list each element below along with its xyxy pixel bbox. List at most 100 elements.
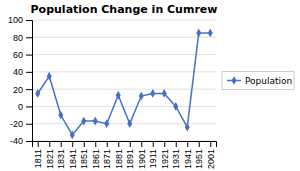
marker [185, 123, 190, 132]
x-tick: 1891 [125, 141, 135, 169]
x-tick-mark [95, 141, 96, 147]
marker [47, 72, 52, 81]
x-tick: 1871 [102, 141, 112, 169]
x-tick: 1921 [160, 141, 170, 169]
legend-label: Population [245, 76, 292, 86]
marker [58, 111, 63, 120]
x-tick: 1911 [148, 141, 158, 168]
x-tick-label: 1951 [194, 149, 204, 169]
chart: Population Change in Cumrew -40 -20 0 20 40 60… [0, 0, 300, 171]
y-axis-line [26, 21, 33, 142]
y-tick-mark [26, 37, 32, 38]
legend-frame [222, 72, 294, 90]
grid-line [32, 106, 216, 107]
x-tick-label: 1851 [79, 149, 89, 169]
x-axis-line [33, 142, 217, 148]
x-tick: 1951 [194, 141, 204, 169]
x-tick-label: 1891 [125, 149, 135, 169]
x-tick-mark [187, 141, 188, 147]
x-tick-mark [153, 141, 154, 147]
grid [32, 20, 216, 141]
x-axis: 1811182118311841185118611871188118911901… [33, 141, 217, 169]
y-tick: 0 [18, 102, 32, 112]
x-tick-mark [72, 141, 73, 147]
y-tick-label: 0 [18, 102, 23, 112]
x-tick: 1841 [68, 141, 78, 169]
line [38, 33, 211, 135]
title: Population Change in Cumrew [31, 3, 218, 16]
x-tick: 1821 [45, 141, 55, 169]
marker [208, 29, 213, 38]
x-tick-mark [49, 141, 50, 147]
marker [196, 29, 201, 38]
x-tick: 2001 [206, 141, 216, 169]
marker [127, 119, 132, 128]
x-tick-label: 2001 [206, 149, 216, 169]
x-tick: 1861 [91, 141, 101, 169]
y-tick: 80 [13, 33, 32, 43]
y-tick-label: 40 [13, 67, 23, 77]
marker [81, 117, 86, 126]
marker [150, 89, 155, 98]
y-tick-label: 20 [13, 85, 23, 95]
marker [93, 117, 98, 126]
y-tick: 60 [13, 50, 32, 60]
marker [104, 119, 109, 128]
x-tick-mark [210, 141, 211, 147]
legend: Population [222, 72, 294, 90]
y-tick: 100 [8, 15, 32, 25]
legend-marker [231, 76, 236, 85]
x-tick-label: 1941 [183, 149, 193, 169]
y-tick-mark [26, 72, 32, 73]
x-tick-mark [61, 141, 62, 147]
y-tick: 20 [13, 85, 32, 95]
x-tick-mark [176, 141, 177, 147]
x-tick: 1931 [171, 141, 181, 169]
x-tick: 1941 [183, 141, 193, 169]
y-tick-label: -40 [10, 136, 23, 146]
y-tick-label: -20 [10, 119, 23, 129]
y-tick-mark [26, 106, 32, 107]
y-axis: -40 -20 0 20 40 60 80 100 [8, 15, 33, 146]
marker [162, 89, 167, 98]
y-tick: 40 [13, 67, 32, 77]
y-tick-label: 80 [13, 33, 23, 43]
x-tick-mark [199, 141, 200, 147]
grid-line [32, 37, 216, 38]
y-tick-mark [26, 141, 32, 142]
y-tick: -20 [10, 119, 32, 129]
x-tick-label: 1821 [45, 149, 55, 169]
y-tick-mark [26, 55, 32, 56]
x-tick-mark [118, 141, 119, 147]
plot: -40-200204060801001811182118311841185118… [8, 15, 217, 169]
x-tick-label: 1861 [91, 149, 101, 169]
x-tick-mark [107, 141, 108, 147]
x-tick-label: 1811 [33, 149, 43, 168]
x-tick: 1881 [114, 141, 124, 169]
x-tick-label: 1931 [171, 149, 181, 169]
y-tick: -40 [10, 136, 32, 146]
x-tick: 1811 [33, 141, 43, 168]
marker [139, 92, 144, 101]
grid-line [32, 54, 216, 55]
y-tick-mark [26, 20, 32, 21]
y-tick-mark [26, 124, 32, 125]
x-tick-mark [130, 141, 131, 147]
x-tick-label: 1871 [102, 149, 112, 169]
grid-line [32, 71, 216, 72]
x-tick: 1851 [79, 141, 89, 169]
y-tick-label: 100 [8, 15, 23, 25]
marker [173, 102, 178, 111]
x-tick-label: 1911 [148, 149, 158, 168]
marker [116, 91, 121, 100]
x-tick-label: 1921 [160, 149, 170, 169]
marker [70, 131, 75, 140]
x-tick: 1901 [137, 141, 147, 169]
x-tick-label: 1831 [56, 149, 66, 169]
x-tick-mark [84, 141, 85, 147]
x-tick-label: 1881 [114, 149, 124, 169]
x-tick: 1831 [56, 141, 66, 169]
x-tick-mark [38, 141, 39, 147]
grid-line [32, 20, 216, 21]
x-tick-label: 1901 [137, 149, 147, 169]
